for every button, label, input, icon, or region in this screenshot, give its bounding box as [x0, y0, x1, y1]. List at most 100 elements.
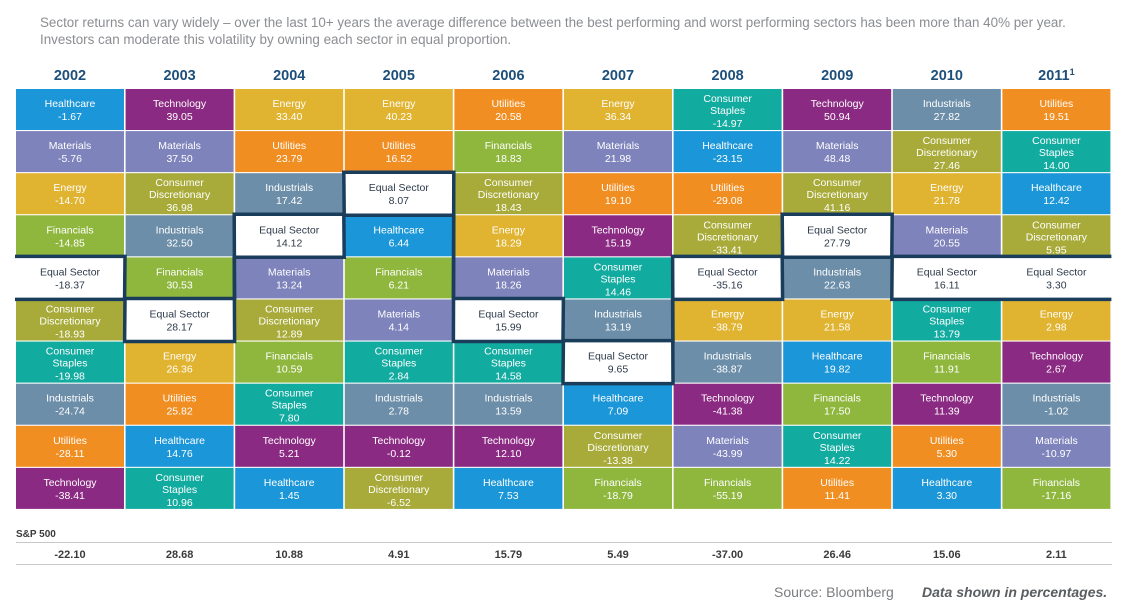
sector-value: -14.97: [713, 118, 743, 130]
cell-bg: [16, 341, 124, 383]
sp500-value-2007: 5.49: [607, 549, 629, 561]
sector-value: 2.98: [1046, 322, 1067, 334]
sector-value: -1.02: [1044, 406, 1068, 418]
cell-bg: [1002, 425, 1111, 467]
cell-bg: [125, 131, 234, 173]
sector-name: Consumer: [155, 177, 204, 189]
sector-name: Healthcare: [264, 477, 315, 489]
year-header-2005: 2005: [383, 68, 415, 84]
cell-bg: [235, 383, 344, 425]
sector-name: Staples: [272, 400, 307, 412]
sector-value: 21.98: [605, 153, 631, 165]
sector-name: Discretionary: [39, 316, 101, 328]
sector-name: Staples: [52, 358, 87, 370]
sector-value: 25.82: [166, 406, 192, 418]
sector-value: 20.55: [934, 237, 960, 249]
cell-bg: [235, 467, 344, 509]
year-superscript: 1: [1070, 67, 1075, 77]
sector-name: Healthcare: [593, 393, 644, 405]
sector-value: 14.76: [166, 448, 192, 460]
sector-name: Equal Sector: [478, 309, 539, 321]
cell-bg: [454, 89, 563, 130]
sector-value: 50.94: [824, 111, 850, 123]
intro-line-1: Sector returns can vary widely – over th…: [40, 15, 1066, 30]
sector-name: Materials: [925, 224, 968, 236]
sector-name: Discretionary: [697, 231, 759, 243]
cell-bg: [892, 467, 1001, 509]
sector-value: -35.16: [713, 279, 743, 291]
cell-bg: [673, 257, 782, 299]
cell-2005-technology: Technology-0.12: [344, 425, 453, 467]
sector-name: Industrials: [484, 393, 532, 405]
sector-value: 11.41: [824, 490, 850, 502]
sector-name: Energy: [821, 309, 855, 321]
cell-bg: [892, 383, 1001, 425]
sector-name: Consumer: [375, 346, 424, 358]
sector-value: 26.36: [166, 364, 192, 376]
cell-2008-equal-sector: Equal Sector-35.16: [673, 257, 782, 299]
cell-bg: [1002, 173, 1111, 215]
source-text: Source: Bloomberg: [774, 584, 894, 600]
sector-name: Industrials: [923, 98, 971, 110]
sector-value: 18.29: [495, 237, 521, 249]
cell-bg: [344, 257, 453, 299]
cell-bg: [564, 173, 672, 215]
sector-value: 14.22: [824, 455, 850, 467]
sector-name: Technology: [372, 435, 426, 447]
sector-name: Materials: [816, 140, 859, 152]
sector-value: -6.52: [387, 497, 411, 509]
cell-bg: [783, 131, 892, 173]
sector-value: 28.17: [166, 322, 192, 334]
cell-2011-financials: Financials-17.16: [1002, 467, 1111, 509]
sector-name: Energy: [601, 98, 635, 110]
cell-bg: [454, 131, 563, 173]
sector-name: Financials: [485, 140, 532, 152]
cell-bg: [673, 215, 782, 257]
sector-value: -29.08: [713, 195, 743, 207]
sp500-value-2005: 4.91: [388, 549, 410, 561]
sector-value: 16.52: [386, 153, 412, 165]
cell-bg: [344, 425, 453, 467]
sector-value: 2.78: [389, 406, 410, 418]
sector-name: Healthcare: [1031, 182, 1082, 194]
cell-bg: [783, 299, 892, 341]
sector-value: 14.00: [1043, 160, 1069, 172]
cell-bg: [1002, 467, 1111, 509]
sector-name: Materials: [268, 266, 311, 278]
sp500-value-2002: -22.10: [54, 549, 86, 561]
sector-name: Utilities: [711, 182, 745, 194]
sector-value: 13.79: [934, 329, 960, 341]
sector-name: Equal Sector: [807, 224, 868, 236]
cell-bg: [783, 341, 892, 383]
cell-2011-industrials: Industrials-1.02: [1002, 383, 1111, 425]
cell-bg: [454, 299, 563, 341]
sector-name: Technology: [153, 98, 207, 110]
sp500-rule-bottom: [16, 564, 1112, 565]
sector-value: 23.79: [276, 153, 302, 165]
sector-name: Equal Sector: [369, 182, 430, 194]
sector-name: Industrials: [156, 224, 204, 236]
sector-name: Equal Sector: [917, 266, 978, 278]
cell-2008-energy: Energy-38.79: [673, 299, 782, 341]
